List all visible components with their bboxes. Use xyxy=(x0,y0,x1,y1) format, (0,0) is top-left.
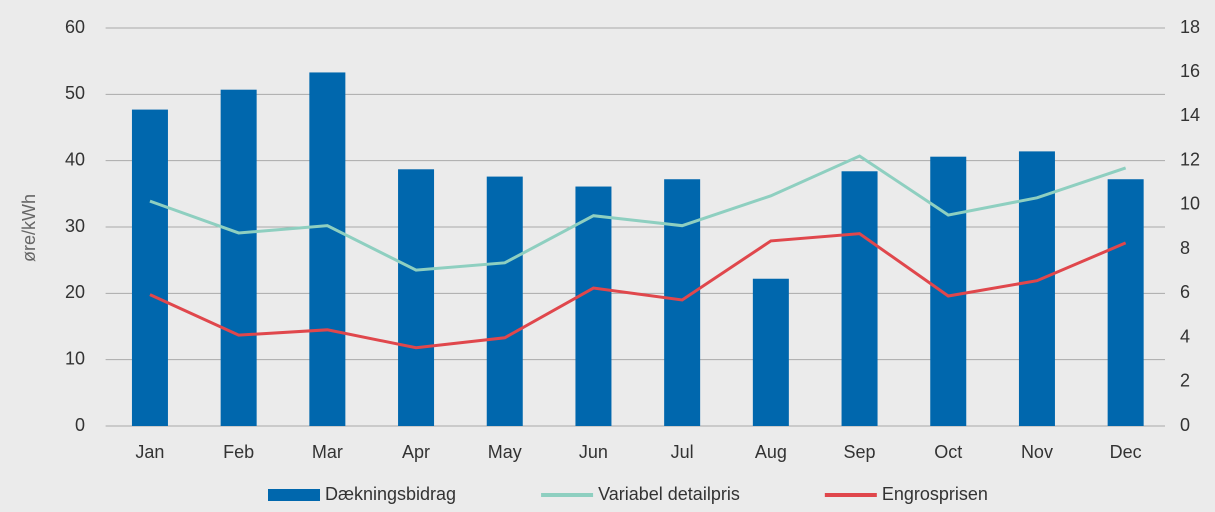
y-tick-label: 30 xyxy=(65,216,85,236)
x-tick-label: Nov xyxy=(1021,442,1053,462)
legend-label: Variabel detailpris xyxy=(598,484,740,504)
x-tick-label: Apr xyxy=(402,442,430,462)
x-tick-label: Jul xyxy=(671,442,694,462)
bar xyxy=(752,278,789,426)
bar xyxy=(841,171,878,426)
bar xyxy=(131,109,168,426)
bar xyxy=(575,186,612,426)
bar xyxy=(486,176,523,426)
y2-tick-label: 6 xyxy=(1180,282,1190,302)
y-tick-label: 60 xyxy=(65,17,85,37)
y-tick-label: 50 xyxy=(65,83,85,103)
y-tick-label: 20 xyxy=(65,282,85,302)
x-tick-label: Feb xyxy=(223,442,254,462)
x-tick-label: Jan xyxy=(135,442,164,462)
y-tick-label: 0 xyxy=(75,415,85,435)
bar xyxy=(220,89,257,426)
y-axis-label: øre/kWh xyxy=(19,194,39,262)
y2-tick-label: 8 xyxy=(1180,238,1190,258)
legend-swatch xyxy=(268,489,320,501)
legend-label: Engrosprisen xyxy=(882,484,988,504)
line xyxy=(149,154,1127,272)
bar xyxy=(664,179,701,426)
x-tick-label: Aug xyxy=(755,442,787,462)
y2-tick-label: 0 xyxy=(1180,415,1190,435)
bar xyxy=(930,156,967,427)
y2-tick-label: 18 xyxy=(1180,17,1200,37)
y-tick-label: 40 xyxy=(65,149,85,169)
x-tick-label: May xyxy=(488,442,522,462)
y2-tick-label: 16 xyxy=(1180,61,1200,81)
y2-tick-label: 12 xyxy=(1180,149,1200,169)
bar xyxy=(309,72,346,427)
y2-tick-label: 4 xyxy=(1180,326,1190,346)
x-tick-label: Jun xyxy=(579,442,608,462)
x-tick-label: Oct xyxy=(934,442,962,462)
y-tick-label: 10 xyxy=(65,348,85,368)
y2-tick-label: 10 xyxy=(1180,194,1200,214)
bar xyxy=(398,169,435,427)
legend-label: Dækningsbidrag xyxy=(325,484,456,504)
x-tick-label: Mar xyxy=(312,442,343,462)
y2-tick-label: 2 xyxy=(1180,371,1190,391)
x-tick-label: Sep xyxy=(844,442,876,462)
y2-tick-label: 14 xyxy=(1180,105,1200,125)
x-tick-label: Dec xyxy=(1110,442,1142,462)
line xyxy=(149,232,1127,350)
bar xyxy=(1107,179,1144,426)
